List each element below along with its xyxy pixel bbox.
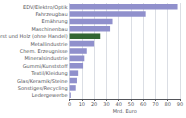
svg-text:Gummi/Kunststoff: Gummi/Kunststoff xyxy=(23,63,68,69)
svg-text:Ernährung: Ernährung xyxy=(41,18,67,25)
svg-text:Sonstiges/Recycling: Sonstiges/Recycling xyxy=(18,85,68,92)
svg-text:EDV/Elektro/Optik: EDV/Elektro/Optik xyxy=(23,4,68,11)
svg-text:Metallindustrie: Metallindustrie xyxy=(30,41,67,47)
svg-text:20: 20 xyxy=(91,101,97,107)
svg-text:Textil/Kleidung: Textil/Kleidung xyxy=(30,70,67,77)
svg-text:50: 50 xyxy=(128,101,134,107)
svg-text:0: 0 xyxy=(68,101,71,107)
svg-text:Mrd. Euro: Mrd. Euro xyxy=(113,108,137,114)
svg-text:30: 30 xyxy=(103,101,109,107)
svg-text:Glas/Keramik/Steine: Glas/Keramik/Steine xyxy=(17,78,68,84)
svg-text:80: 80 xyxy=(165,101,171,107)
svg-text:90: 90 xyxy=(177,101,183,107)
svg-text:Ledergewerbe: Ledergewerbe xyxy=(32,92,68,99)
svg-text:Maschinenbau: Maschinenbau xyxy=(31,26,67,32)
svg-text:40: 40 xyxy=(115,101,121,107)
svg-text:60: 60 xyxy=(140,101,146,107)
svg-text:Fahrzeugbau: Fahrzeugbau xyxy=(35,11,67,18)
svg-text:Forst und Holz (ohne Handel): Forst und Holz (ohne Handel) xyxy=(0,33,68,39)
svg-text:Chem. Erzeugnisse: Chem. Erzeugnisse xyxy=(20,48,68,55)
svg-text:Mineralsindustrie: Mineralsindustrie xyxy=(25,55,68,61)
svg-text:70: 70 xyxy=(152,101,158,107)
svg-text:10: 10 xyxy=(79,101,85,107)
